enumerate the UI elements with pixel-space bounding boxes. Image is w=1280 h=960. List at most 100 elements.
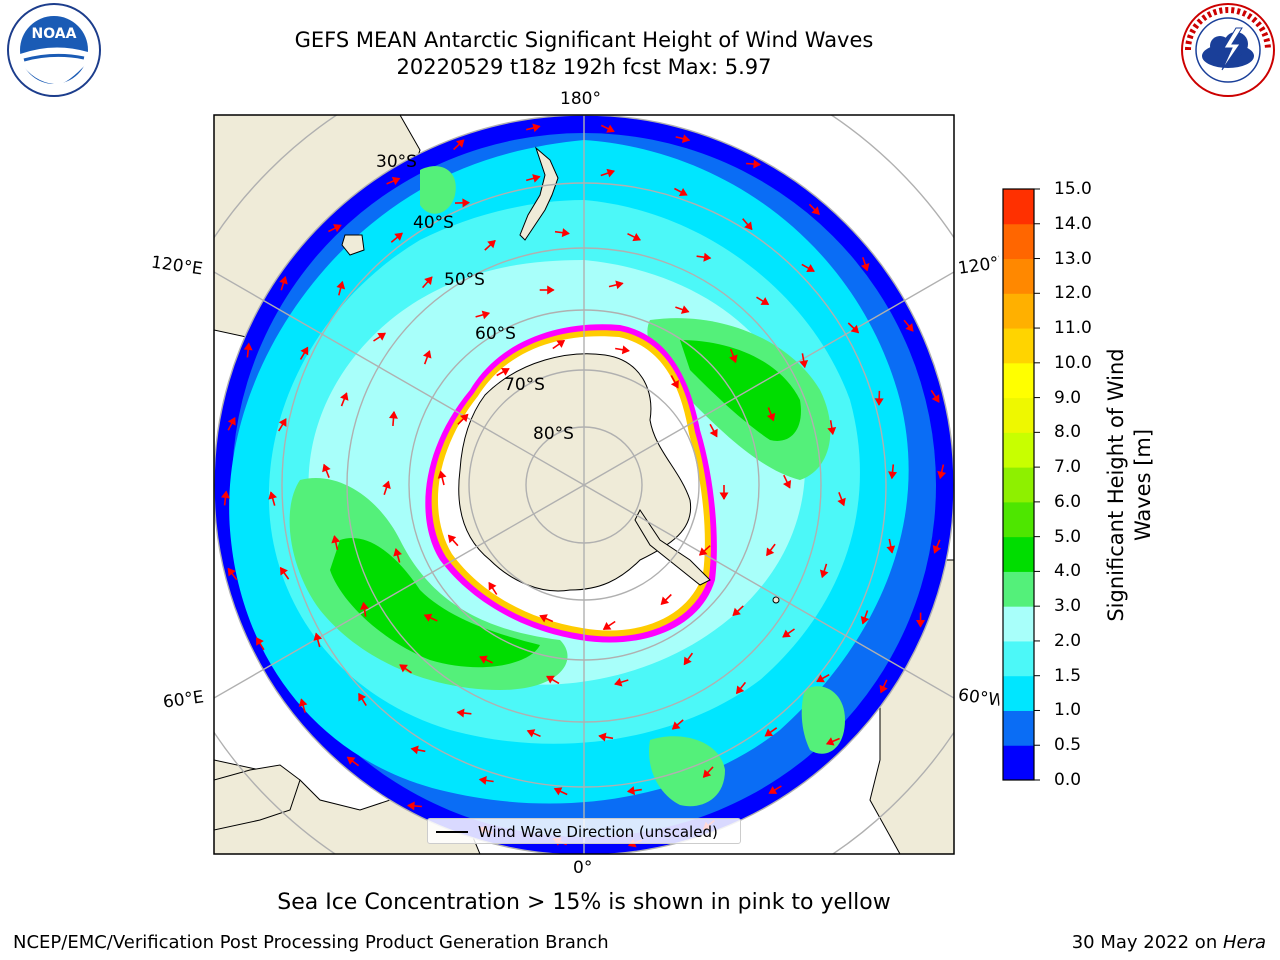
wave-direction-arrowhead	[532, 123, 541, 133]
colorbar-tick-label: 0.5	[1054, 735, 1082, 756]
wave-direction-arrowhead	[703, 252, 712, 262]
colorbar-tick-label: 4.0	[1054, 561, 1082, 582]
madagascar-landmass	[214, 764, 301, 831]
wave-direction-arrowhead	[382, 480, 391, 490]
wave-direction-arrowhead	[532, 174, 541, 183]
wave-direction-arrowhead	[811, 206, 820, 215]
wave-direction-arrowhead	[670, 380, 679, 389]
wave-direction-arrowhead	[614, 677, 623, 687]
colorbar-tick-label: 7.0	[1054, 457, 1082, 478]
wave-direction-arrowhead	[602, 621, 612, 630]
lat-label-70s: 70°S	[504, 375, 545, 395]
wave-direction-arrowhead	[598, 732, 607, 742]
colorbar-tick-label: 12.0	[1054, 283, 1092, 304]
footer-date: 30 May 2022 on Hera	[1072, 932, 1266, 953]
colorbar-segment	[1003, 571, 1034, 607]
wave-direction-arrowhead	[410, 745, 419, 755]
wave-direction-arrowhead	[547, 285, 555, 295]
lon-label-120e: 120°E	[149, 252, 204, 280]
wave-direction-arrowhead	[359, 601, 369, 610]
colorbar-segment	[1003, 640, 1034, 677]
wave-direction-arrowhead	[279, 275, 288, 285]
wave-direction-arrowhead	[539, 614, 548, 623]
wave-direction-arrowhead	[462, 198, 470, 208]
wave-direction-arrowhead	[660, 596, 670, 605]
chart-title-line1: GEFS MEAN Antarctic Significant Height o…	[294, 28, 874, 52]
colorbar-segment	[1003, 501, 1034, 538]
wave-direction-arrowhead	[764, 728, 774, 737]
wave-direction-arrowhead	[346, 756, 356, 765]
wave-direction-arrowhead	[615, 280, 624, 290]
wave-direction-arrowhead	[456, 139, 465, 148]
wave-direction-arrowhead	[479, 655, 488, 664]
antarctic-peninsula	[634, 509, 711, 586]
colorbar-tick-label: 0.0	[1054, 770, 1082, 790]
wave-direction-arrowhead	[819, 569, 829, 579]
colorbar-frame	[1002, 188, 1035, 781]
colorbar-tick-label: 6.0	[1054, 491, 1082, 512]
wave-direction-arrowhead	[886, 545, 896, 554]
wave-direction-arrowhead	[243, 342, 253, 351]
wave-direction-arrowhead	[422, 350, 432, 359]
wave-direction-arrowhead	[744, 221, 753, 231]
colorbar-segment	[1003, 189, 1034, 225]
wave-direction-arrowhead	[322, 463, 331, 473]
footer-machine-name: Hera	[1222, 932, 1266, 953]
colorbar-tick-label: 5.0	[1054, 526, 1082, 547]
wave-direction-arrowhead	[816, 674, 825, 683]
colorbar-segment	[1003, 397, 1034, 433]
wave-direction-arrowhead	[806, 264, 815, 273]
wave-direction-arrowhead	[256, 637, 264, 646]
wave-direction-arrowhead	[753, 159, 761, 169]
lon-label-180: 180°	[560, 89, 601, 109]
wave-direction-arrowhead	[556, 339, 566, 348]
wave-direction-arrowhead	[481, 310, 491, 320]
wave-direction-arrowhead	[340, 392, 349, 401]
colorbar-segment	[1003, 258, 1034, 294]
wave-direction-arrowhead	[621, 345, 630, 355]
wave-direction-arrowhead	[719, 492, 729, 500]
wave-direction-arrowhead	[632, 232, 641, 242]
lat-label-40s: 40°S	[413, 213, 454, 233]
colorbar-tick-label: 1.5	[1054, 665, 1082, 686]
colorbar-segment	[1003, 328, 1034, 364]
colorbar-tick-label: 11.0	[1054, 318, 1092, 339]
colorbar-tick-label: 9.0	[1054, 387, 1082, 408]
wave-direction-arrowhead	[501, 367, 510, 376]
wave-direction-arrowhead	[606, 124, 615, 133]
colorbar-segment	[1003, 467, 1034, 503]
wave-direction-arrowhead	[460, 413, 469, 423]
wave-direction-arrowhead	[407, 801, 415, 811]
colorbar-segment	[1003, 745, 1034, 781]
wave-direction-arrowhead	[300, 346, 309, 356]
map-legend: Wind Wave Direction (unscaled)	[427, 818, 741, 844]
wave-direction-arrowhead	[825, 737, 835, 746]
wave-direction-arrowhead	[732, 607, 741, 617]
new-zealand-landmass	[519, 146, 559, 241]
footer-date-text: 30 May 2022 on	[1071, 932, 1223, 953]
wave-direction-arrowhead	[766, 412, 776, 422]
wave-direction-arrowhead	[931, 394, 940, 403]
wave-direction-arrowhead	[760, 297, 770, 305]
wave-direction-arrowhead	[391, 176, 401, 186]
lat-label-30s: 30°S	[376, 152, 417, 172]
wave-height-map	[213, 114, 955, 855]
wave-direction-arrowhead	[423, 613, 433, 622]
wave-direction-arrowhead	[860, 616, 870, 625]
wave-direction-arrowhead	[447, 534, 457, 544]
lat-label-60s: 60°S	[475, 324, 516, 344]
colorbar-tick-label: 3.0	[1054, 596, 1082, 617]
tasmania-landmass	[341, 234, 365, 256]
wave-direction-arrowhead	[526, 729, 536, 738]
wave-direction-arrowhead	[268, 491, 277, 500]
wave-direction-arrowhead	[799, 359, 809, 369]
wave-direction-arrowhead	[671, 721, 681, 730]
wave-direction-arrowhead	[424, 276, 433, 285]
wave-direction-arrowhead	[626, 786, 636, 796]
legend-label: Wind Wave Direction (unscaled)	[478, 823, 718, 841]
wave-direction-arrowhead	[358, 692, 367, 702]
legend-line-swatch	[436, 831, 468, 833]
wave-direction-arrowhead	[782, 629, 791, 638]
wave-direction-arrowhead	[488, 581, 497, 591]
chart-title-line2: 20220529 t18z 192h fcst Max: 5.97	[396, 55, 772, 79]
